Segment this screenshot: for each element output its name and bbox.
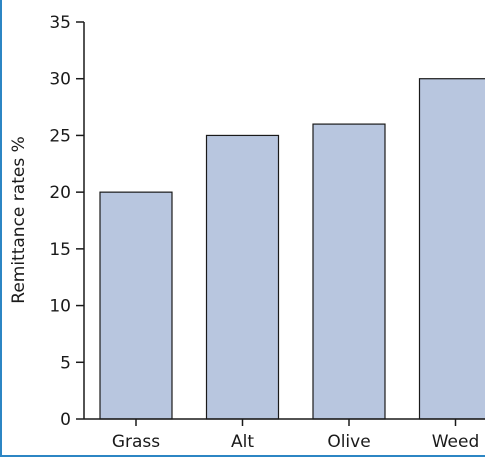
- y-tick-label: 25: [49, 126, 71, 146]
- y-tick-label: 5: [60, 353, 71, 373]
- x-ticks-layer: Grass Alt Olive Weed: [112, 419, 479, 452]
- bar-olive: [312, 123, 386, 420]
- bar-weed: [418, 78, 485, 420]
- y-tick-label: 10: [49, 297, 71, 317]
- bar-grass: [99, 191, 173, 420]
- y-tick-label: 15: [49, 240, 71, 260]
- y-axis-title: Remittance rates %: [9, 136, 29, 303]
- x-tick-label-alt: Alt: [231, 432, 254, 452]
- bars-layer: [99, 78, 485, 420]
- bar-alt: [205, 134, 280, 420]
- x-tick-label-grass: Grass: [112, 432, 160, 452]
- x-tick-label-weed: Weed: [432, 432, 480, 452]
- y-tick-label: 30: [49, 70, 71, 90]
- y-tick-label: 35: [49, 13, 71, 33]
- y-ticks-layer: 0 5 10 15 20 25 30 35: [49, 13, 84, 430]
- y-tick-label: 0: [60, 410, 71, 430]
- x-tick-label-olive: Olive: [327, 432, 370, 452]
- y-tick-label: 20: [49, 183, 71, 203]
